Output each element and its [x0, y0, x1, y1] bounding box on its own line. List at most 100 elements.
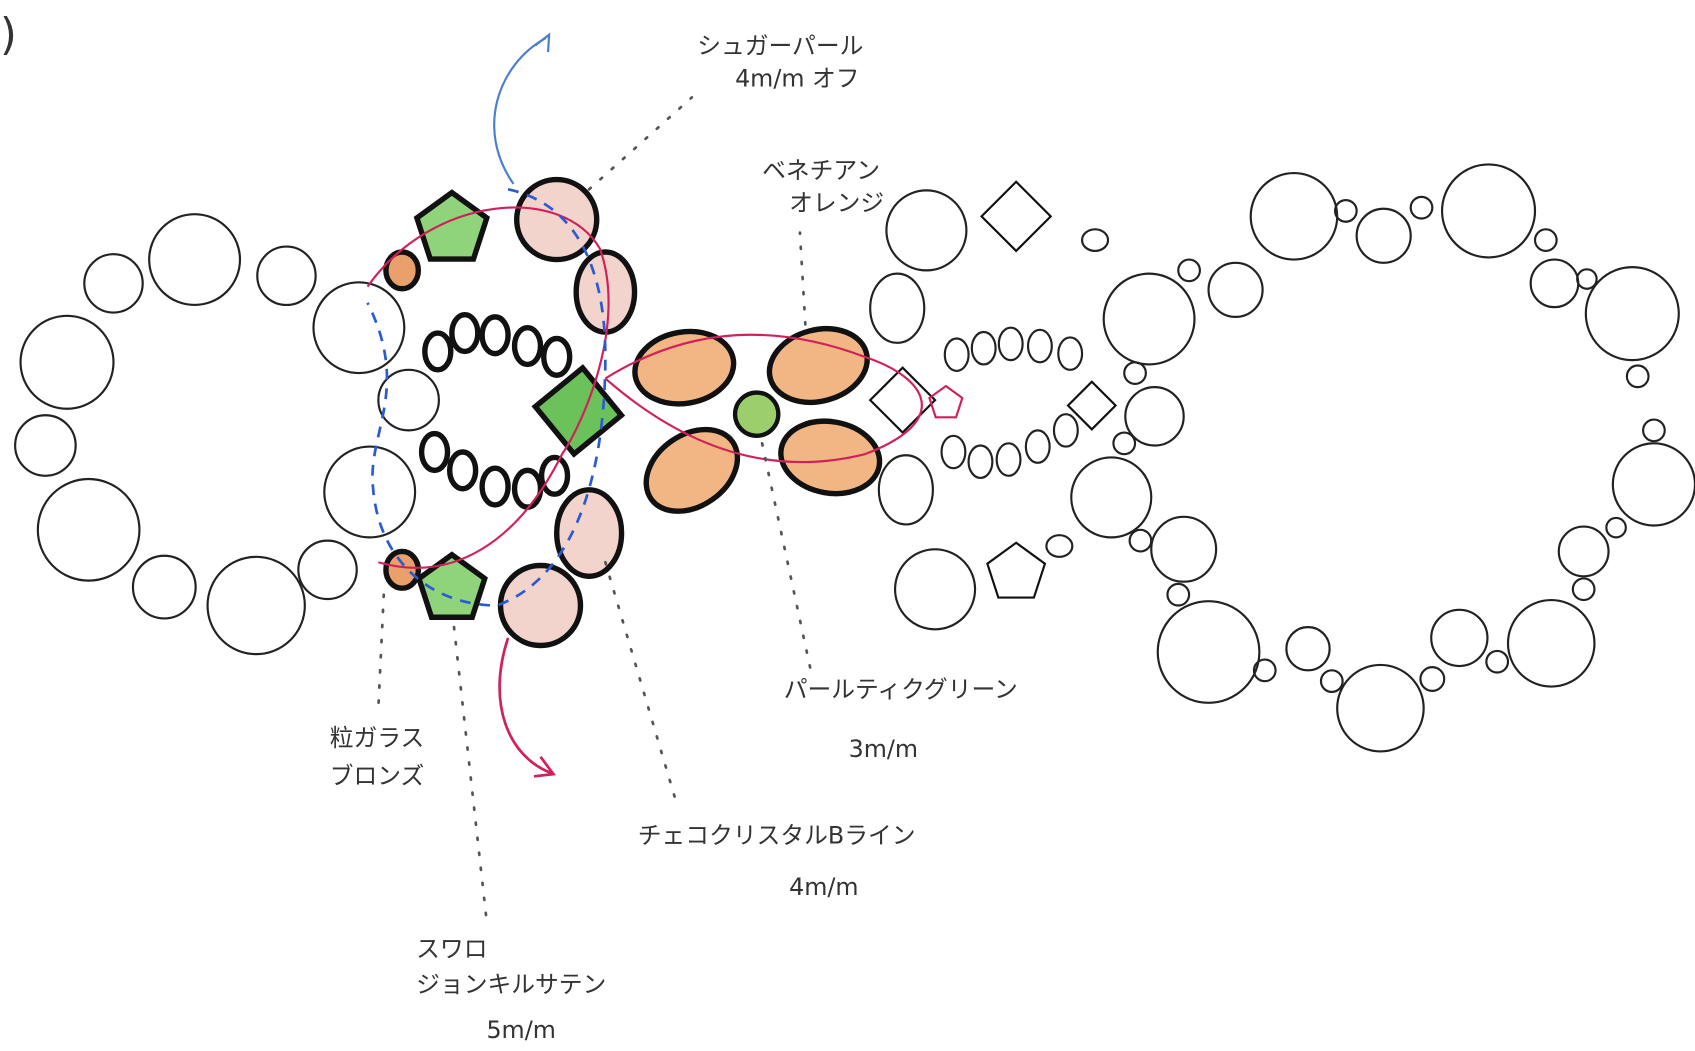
bead	[1606, 518, 1625, 537]
bead	[1627, 366, 1649, 388]
bead	[1130, 530, 1152, 552]
bead	[1559, 527, 1609, 577]
label-line: ブロンズ	[330, 762, 425, 790]
bead	[1531, 260, 1579, 308]
bead	[1411, 197, 1433, 219]
crystal	[417, 193, 487, 259]
bead	[886, 190, 966, 270]
bead	[313, 282, 404, 373]
beads	[15, 164, 1695, 751]
bead	[1209, 263, 1263, 317]
bead	[1577, 269, 1596, 288]
bead	[133, 556, 196, 619]
label-line: ベネチアン	[762, 157, 880, 185]
seed-bead	[999, 328, 1023, 360]
leader	[800, 233, 805, 325]
orange-bead	[631, 413, 753, 528]
bronze-bead	[515, 328, 541, 365]
bead	[1151, 517, 1216, 582]
bronze-bead	[425, 333, 451, 370]
bronze-bead	[544, 338, 570, 375]
seed-bead	[945, 338, 969, 370]
bronze-bead	[450, 452, 476, 489]
label-line: スワロ	[416, 935, 487, 963]
seed-bead	[969, 446, 993, 478]
seed-bead	[1058, 337, 1082, 369]
leader	[589, 97, 692, 189]
orange-bead	[761, 318, 876, 413]
bead	[1113, 433, 1135, 455]
seed-bead	[1026, 430, 1050, 462]
label-line: 粒ガラス	[330, 724, 425, 752]
pearl	[501, 565, 581, 645]
leader	[605, 562, 675, 800]
bead	[1586, 267, 1679, 360]
bead	[324, 447, 415, 538]
bead	[149, 214, 240, 305]
bead	[1046, 535, 1072, 557]
bead	[1486, 651, 1508, 673]
bead	[1286, 627, 1329, 670]
bronze-bead	[482, 468, 508, 505]
arrow-down	[500, 638, 552, 773]
bead	[1613, 443, 1695, 525]
bead	[1321, 670, 1343, 692]
seed-bead	[972, 332, 996, 364]
bronze-bead	[452, 315, 478, 352]
leader	[454, 627, 486, 919]
bronze-bead	[482, 317, 508, 354]
bead	[879, 455, 933, 524]
seed-bead	[997, 443, 1021, 475]
bronze-bead	[422, 434, 448, 471]
bead	[1337, 665, 1423, 751]
bead	[298, 541, 356, 599]
bronze-bead	[542, 457, 568, 494]
leader	[378, 595, 383, 709]
seed-bead	[1054, 414, 1078, 446]
small-bead	[386, 252, 418, 289]
bead	[895, 549, 975, 629]
bead	[1573, 578, 1595, 600]
label-line: パールティクグリーン	[784, 675, 1018, 703]
bead	[1535, 229, 1557, 251]
bead	[208, 557, 305, 654]
small-bead	[386, 551, 418, 588]
bronze-bead	[515, 470, 541, 507]
label-line: 4m/m オフ	[735, 65, 860, 93]
bead	[1071, 457, 1151, 537]
bead	[1167, 584, 1189, 606]
label-line: 4m/m	[789, 873, 858, 901]
label-line: オレンジ	[789, 189, 884, 217]
bead	[1643, 420, 1665, 442]
crystal	[987, 543, 1045, 598]
label-line: ジョンキルサテン	[416, 970, 606, 998]
bead	[1508, 600, 1594, 686]
bead	[1082, 229, 1108, 251]
arrow-head	[535, 35, 549, 52]
bead	[870, 274, 924, 343]
label-line: チェコクリスタルBライン	[638, 821, 916, 849]
figure-mark: )	[0, 10, 17, 60]
green-bead	[735, 393, 778, 436]
orange-bead	[775, 414, 885, 502]
bead	[21, 316, 114, 409]
bead	[1357, 209, 1411, 263]
pearl	[557, 490, 622, 576]
bead	[1178, 260, 1200, 282]
label-line: 3m/m	[849, 735, 918, 763]
seed-bead	[942, 436, 966, 468]
seed-bead	[1028, 330, 1052, 362]
bead	[257, 247, 315, 305]
bead	[1420, 667, 1444, 691]
bead	[1442, 164, 1535, 257]
bead	[1158, 601, 1260, 703]
bead	[15, 415, 76, 476]
bead	[1251, 173, 1337, 259]
arrow-up	[494, 38, 546, 184]
bead	[1124, 362, 1146, 384]
crystal	[982, 182, 1051, 251]
bead	[1254, 660, 1276, 682]
bead	[38, 479, 140, 581]
label-line: シュガーパール	[697, 32, 863, 60]
label-line: 5m/m	[486, 1016, 555, 1044]
